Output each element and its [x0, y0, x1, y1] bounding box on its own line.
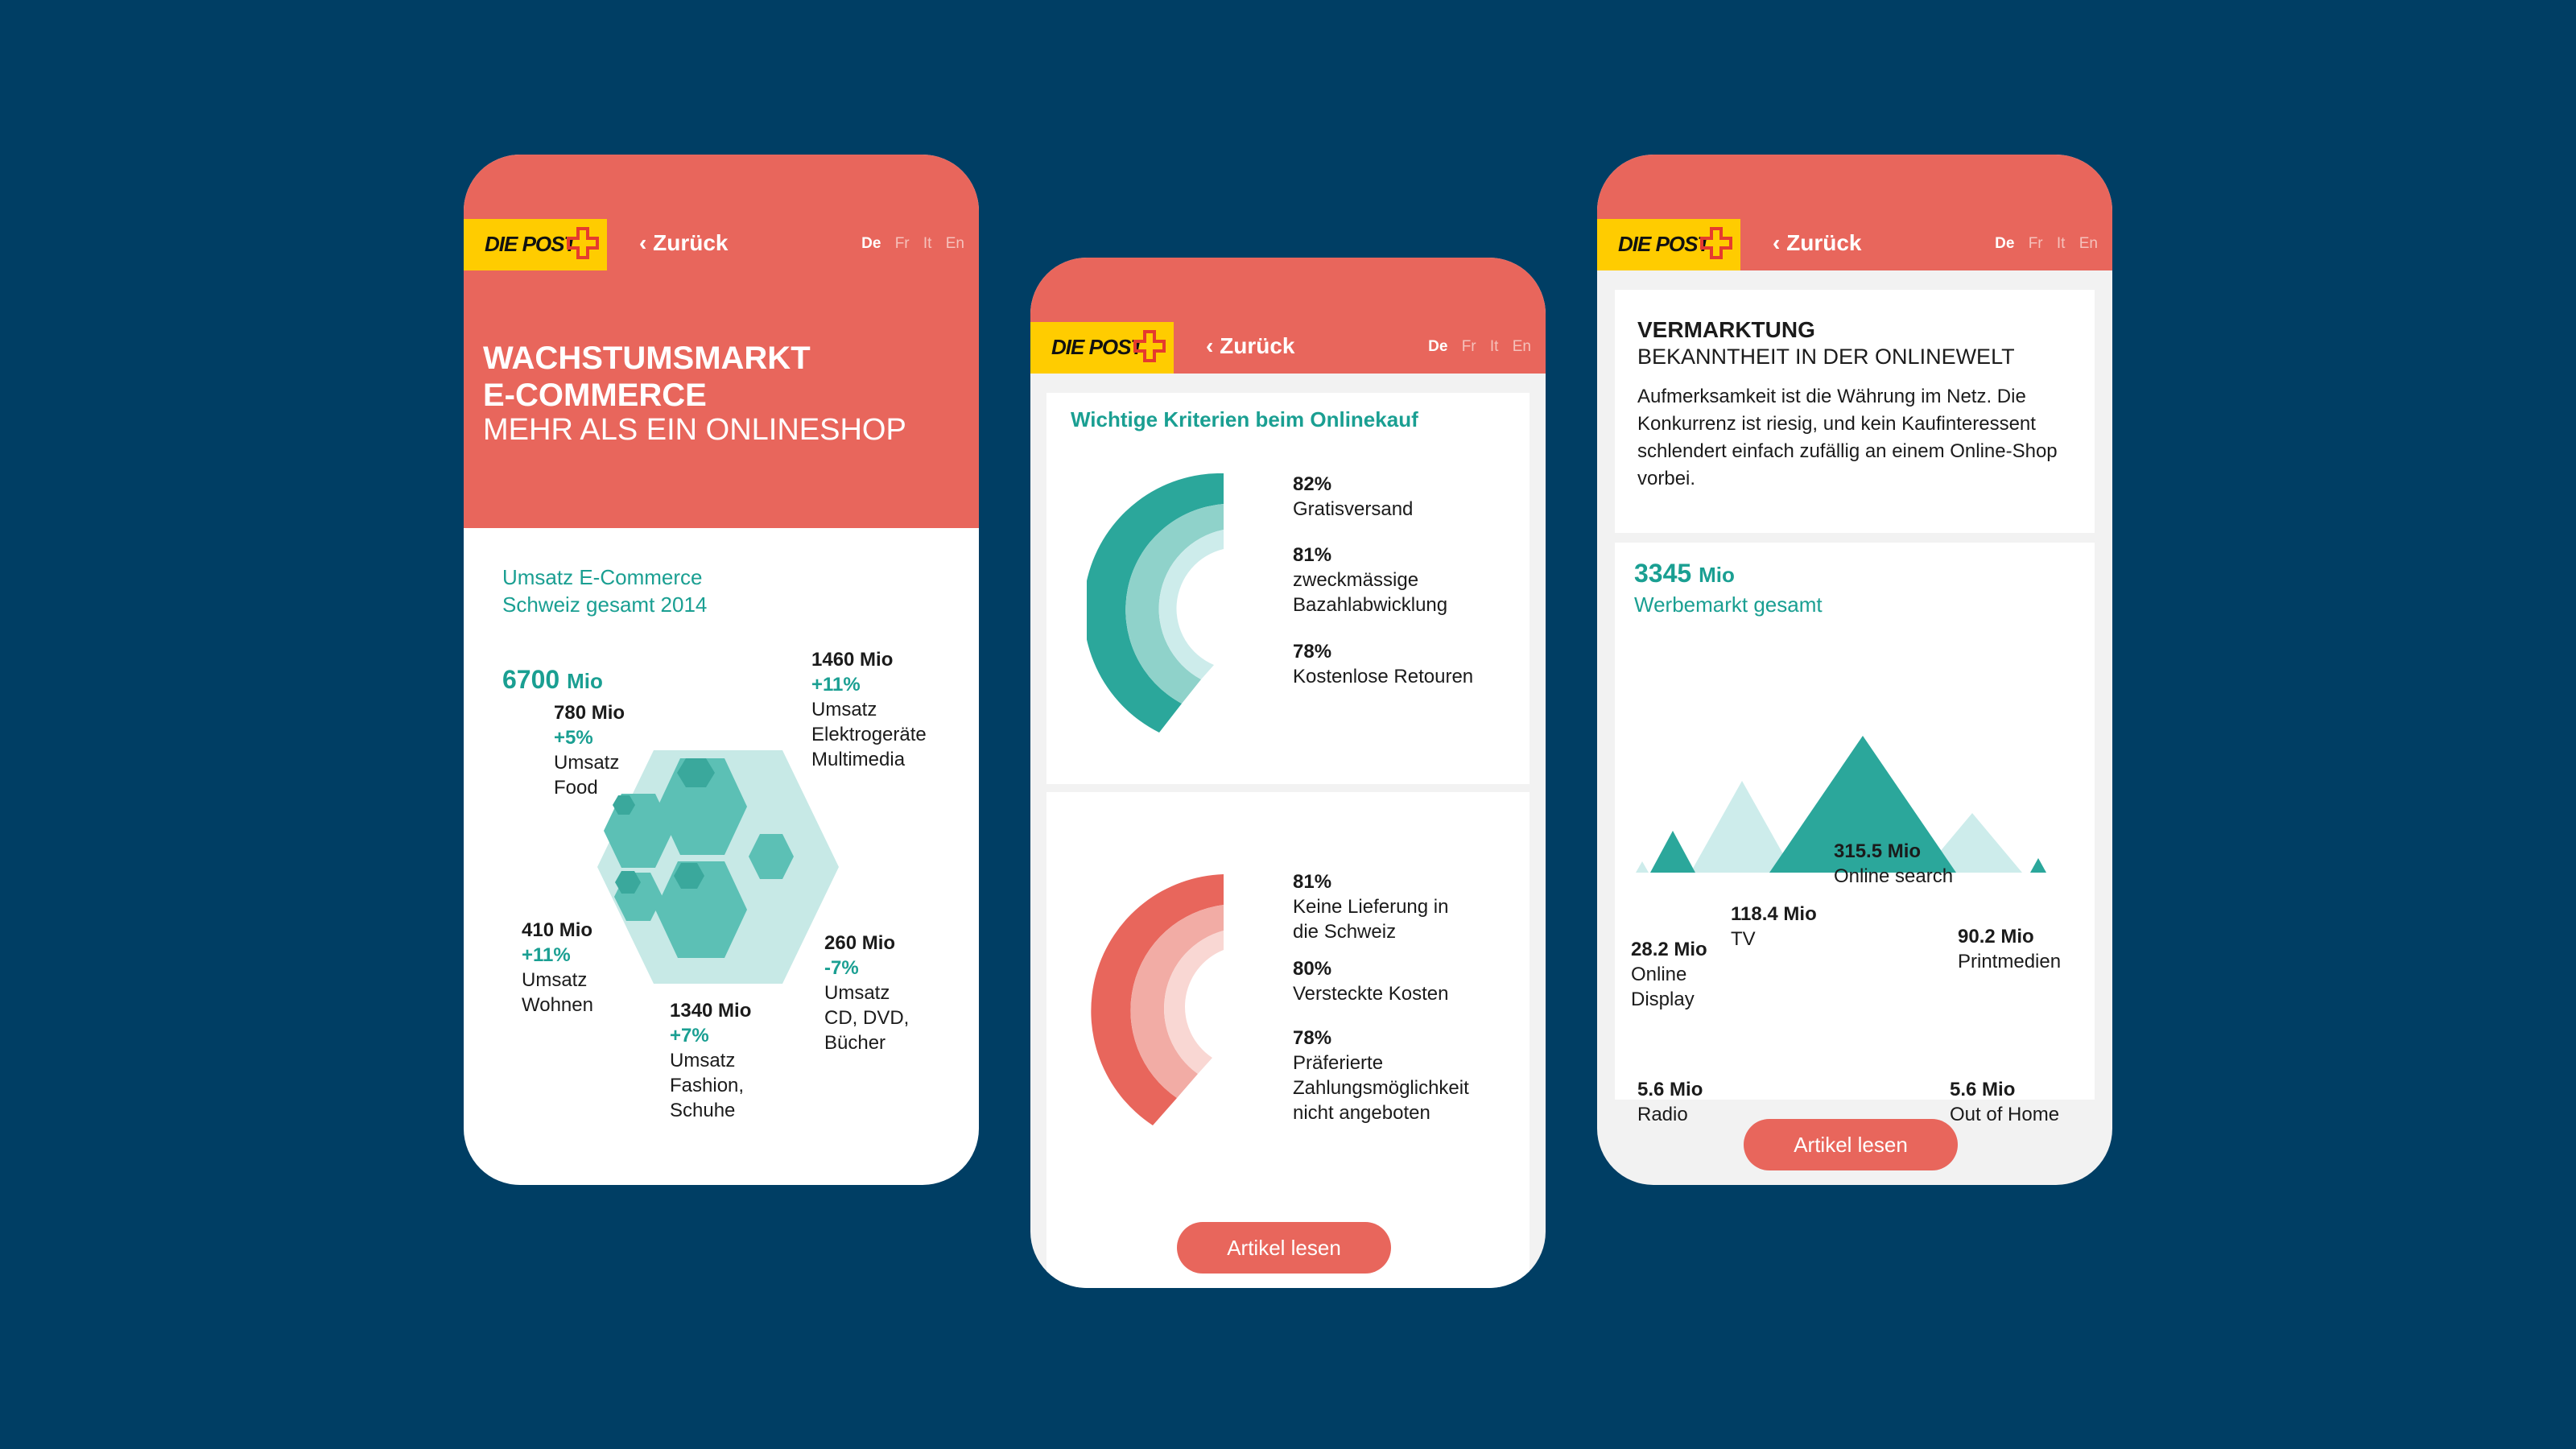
- back-button[interactable]: ‹ Zurück: [639, 230, 728, 256]
- peak-out-of-home: [2030, 858, 2046, 873]
- arc-chart-negative: [1091, 874, 1224, 1125]
- phone-ecommerce: DIE POST ‹ Zurück De Fr It En WACHSTUMSM…: [464, 155, 979, 1185]
- back-label: Zurück: [1220, 333, 1295, 358]
- card-positive: Wichtige Kriterien beim Onlinekauf 82% G…: [1046, 393, 1530, 784]
- channel-out-of-home: 5.6 Mio Out of Home: [1950, 1079, 2060, 1125]
- arc-chart-positive: [1087, 473, 1224, 733]
- segment-wohnen: 410 Mio +11% Umsatz Wohnen: [522, 919, 593, 1016]
- segment-elektro: 1460 Mio +11% Umsatz Elektrogeräte Multi…: [811, 649, 927, 770]
- hex-cd: [749, 834, 794, 879]
- lang-en[interactable]: En: [945, 235, 964, 252]
- lang-de[interactable]: De: [1995, 235, 2015, 252]
- intro-card: VERMARKTUNG BEKANNTHEIT IN DER ONLINEWEL…: [1615, 290, 2095, 533]
- back-label: Zurück: [1786, 230, 1862, 255]
- hero-header: [464, 155, 979, 528]
- channel-online-display: 28.2 Mio Online Display: [1631, 939, 1707, 1010]
- card-heading: Wichtige Kriterien beim Onlinekauf: [1071, 407, 1418, 431]
- segment-fashion: 1340 Mio +7% Umsatz Fashion, Schuhe: [670, 1000, 752, 1121]
- segment-food: 780 Mio +5% Umsatz Food: [554, 702, 625, 799]
- hex-fashion: [655, 861, 747, 958]
- channel-radio: 5.6 Mio Radio: [1637, 1079, 1703, 1125]
- lang-en[interactable]: En: [2079, 235, 2098, 252]
- top-header: [1597, 155, 2112, 219]
- swiss-cross-icon: [1700, 227, 1732, 259]
- criterion-1: 82% Gratisversand: [1293, 473, 1414, 520]
- chevron-left-icon: ‹: [1206, 333, 1214, 358]
- back-button[interactable]: ‹ Zurück: [1206, 333, 1294, 359]
- post-logo: DIE POST: [1597, 219, 1740, 270]
- swiss-cross-icon: [567, 227, 599, 259]
- lang-it[interactable]: It: [1489, 338, 1499, 355]
- logo-text: DIE POST: [1618, 232, 1710, 256]
- hex-elektrogeraete: [658, 758, 747, 855]
- lang-en[interactable]: En: [1512, 338, 1531, 355]
- chart-card: 3345 Mio Werbemarkt gesamt 315.5 Mio Onl…: [1615, 543, 2095, 1125]
- problem-1: 81% Keine Lieferung in die Schweiz: [1293, 871, 1449, 943]
- arc-bezahlung: [1125, 504, 1224, 704]
- hex-small-wohnen: [615, 871, 641, 894]
- hexagon-chart: [597, 750, 839, 984]
- language-switcher: De Fr It En: [1418, 338, 1531, 356]
- back-label: Zurück: [653, 230, 729, 255]
- read-article-button[interactable]: Artikel lesen: [1177, 1222, 1391, 1274]
- nav-bar: DIE POST ‹ Zurück De Fr It En: [1597, 219, 2112, 270]
- page-subtitle: MEHR ALS EIN ONLINESHOP: [483, 413, 906, 447]
- total-value: 6700 Mio: [502, 665, 603, 694]
- read-article-button[interactable]: Artikel lesen: [1744, 1119, 1958, 1170]
- arc-gratisversand: [1087, 473, 1224, 733]
- hex-small-top: [677, 758, 715, 787]
- post-logo: DIE POST: [1030, 322, 1174, 374]
- intro-subheading: BEKANNTHEIT IN DER ONLINEWELT: [1637, 345, 2015, 369]
- lang-fr[interactable]: Fr: [894, 235, 910, 252]
- swiss-cross-icon: [1133, 330, 1166, 362]
- lang-fr[interactable]: Fr: [2028, 235, 2043, 252]
- nav-bar: DIE POST ‹ Zurück De Fr It En: [1030, 322, 1546, 374]
- lang-de[interactable]: De: [861, 235, 881, 252]
- arc-versteckte-kosten: [1130, 905, 1224, 1098]
- lang-it[interactable]: It: [923, 235, 932, 252]
- peak-online-display: [1650, 831, 1695, 873]
- channel-online-search: 315.5 Mio Online search: [1834, 840, 1954, 887]
- arc-retouren: [1158, 530, 1224, 679]
- arc-keine-lieferung: [1091, 874, 1224, 1125]
- total-label: Werbemarkt gesamt: [1634, 592, 1823, 617]
- arc-zahlung: [1164, 931, 1224, 1074]
- total-value: 3345 Mio: [1634, 559, 1735, 588]
- nav-bar: DIE POST ‹ Zurück De Fr It En: [464, 219, 979, 270]
- top-header: [1030, 258, 1546, 322]
- section-title: Umsatz E-Commerce Schweiz gesamt 2014: [502, 565, 708, 617]
- lang-de[interactable]: De: [1428, 338, 1448, 355]
- phone-kriterien: DIE POST ‹ Zurück De Fr It En Wichtige K…: [1030, 258, 1546, 1288]
- logo-text: DIE POST: [485, 232, 576, 256]
- page-title: WACHSTUMSMARKT E-COMMERCE: [483, 341, 811, 413]
- criterion-2: 81% zweckmässige Bazahlabwicklung: [1293, 544, 1448, 616]
- intro-heading: VERMARKTUNG: [1637, 317, 1815, 342]
- peak-online-search: [1769, 736, 1956, 873]
- lang-fr[interactable]: Fr: [1461, 338, 1476, 355]
- chevron-left-icon: ‹: [1773, 230, 1781, 255]
- mountain-chart: [1636, 736, 2046, 873]
- hex-small-left: [613, 795, 635, 815]
- peak-tv: [1690, 781, 1794, 873]
- hex-small-mid: [674, 863, 704, 889]
- lang-it[interactable]: It: [2056, 235, 2066, 252]
- card-negative: 81% Keine Lieferung in die Schweiz 80% V…: [1046, 792, 1530, 1288]
- criterion-3: 78% Kostenlose Retouren: [1293, 641, 1474, 687]
- problem-3: 78% Präferierte Zahlungsmöglichkeit nich…: [1293, 1027, 1469, 1124]
- intro-body: Aufmerksamkeit ist die Währung im Netz. …: [1637, 386, 2058, 489]
- channel-printmedien: 90.2 Mio Printmedien: [1958, 926, 2062, 972]
- peak-radio: [1636, 861, 1649, 873]
- language-switcher: De Fr It En: [1985, 235, 2098, 253]
- chevron-left-icon: ‹: [639, 230, 647, 255]
- post-logo: DIE POST: [464, 219, 607, 270]
- segment-cd: 260 Mio -7% Umsatz CD, DVD, Bücher: [824, 932, 910, 1054]
- channel-tv: 118.4 Mio TV: [1731, 903, 1817, 950]
- problem-2: 80% Versteckte Kosten: [1293, 958, 1449, 1005]
- logo-text: DIE POST: [1051, 335, 1143, 359]
- back-button[interactable]: ‹ Zurück: [1773, 230, 1861, 256]
- phone-vermarktung: DIE POST ‹ Zurück De Fr It En VERMARKTUN…: [1597, 155, 2112, 1185]
- peak-print: [1922, 813, 2022, 873]
- language-switcher: De Fr It En: [852, 235, 964, 253]
